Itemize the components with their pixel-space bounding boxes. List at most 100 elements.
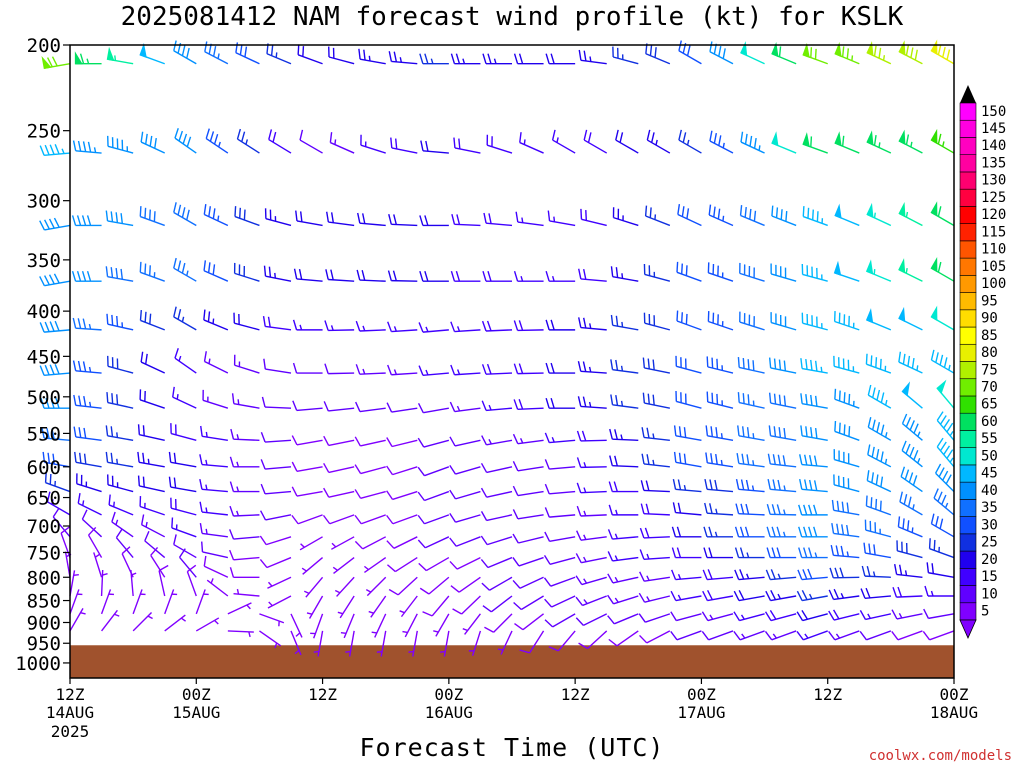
- wind-barb-feather: [106, 392, 109, 403]
- wind-barb: [486, 134, 513, 154]
- wind-barb-half-feather: [331, 542, 337, 548]
- wind-barb: [206, 578, 229, 597]
- wind-barb-staff: [138, 461, 165, 468]
- wind-barb-feather: [451, 214, 456, 225]
- wind-barb-feather: [941, 494, 947, 505]
- wind-barb-staff: [644, 402, 670, 409]
- ground-surface: [70, 645, 954, 678]
- wind-barb-staff: [100, 569, 104, 597]
- wind-barb-feather: [805, 358, 808, 370]
- wind-barb-feather: [873, 135, 877, 146]
- wind-barb-feather: [846, 48, 850, 59]
- wind-barb: [576, 430, 607, 442]
- wind-barb: [449, 513, 481, 523]
- wind-barb-staff: [708, 214, 734, 227]
- wind-barb-flag: [833, 260, 842, 276]
- wind-barb-half-feather: [620, 434, 623, 440]
- wind-barb-feather: [745, 479, 750, 491]
- wind-barb-feather: [811, 209, 814, 221]
- wind-barb-feather: [518, 398, 524, 410]
- wind-barb-staff: [360, 439, 386, 447]
- wind-barb-feather: [945, 474, 952, 485]
- wind-barb: [936, 379, 955, 409]
- wind-barb-staff: [866, 479, 892, 493]
- wind-barb-feather: [836, 500, 840, 512]
- wind-barb-feather: [706, 356, 709, 367]
- wind-barb: [345, 630, 355, 657]
- wind-barb-half-feather: [583, 487, 587, 493]
- wind-barb-feather: [894, 564, 898, 575]
- wind-barb: [313, 630, 324, 657]
- wind-barb-half-feather: [236, 486, 240, 492]
- wind-barb-half-feather: [213, 619, 219, 625]
- wind-barb: [354, 464, 386, 475]
- wind-barb-feather: [52, 453, 55, 465]
- wind-barb: [140, 131, 166, 154]
- wind-barb: [259, 535, 292, 546]
- wind-barb-feather: [641, 453, 645, 465]
- colorbar-label: 10: [981, 586, 998, 602]
- wind-barb-feather: [670, 631, 678, 641]
- wind-barb-feather: [48, 218, 55, 229]
- wind-barb-half-feather: [722, 215, 725, 222]
- wind-barb-staff: [108, 504, 134, 516]
- wind-barb-feather: [841, 46, 845, 57]
- wind-barb: [363, 556, 387, 574]
- wind-barb-staff: [234, 322, 260, 331]
- wind-barb-half-feather: [884, 458, 888, 465]
- wind-barb-feather: [943, 357, 948, 368]
- wind-barb-feather: [545, 270, 550, 282]
- colorbar-swatch: [959, 292, 977, 311]
- wind-barb-feather: [879, 500, 882, 512]
- wind-barb-feather: [512, 509, 519, 520]
- wind-barb: [101, 609, 120, 632]
- wind-barb-flag: [901, 381, 911, 397]
- wind-barb-feather: [455, 53, 461, 64]
- wind-barb-staff: [264, 406, 292, 409]
- wind-barb-feather: [802, 569, 808, 580]
- wind-barb-feather: [205, 128, 210, 139]
- wind-barb-staff: [424, 514, 450, 525]
- colorbar-swatch: [959, 378, 977, 397]
- wind-barb: [859, 630, 892, 641]
- wind-barb-feather: [72, 317, 77, 329]
- wind-barb-feather: [747, 394, 750, 405]
- wind-barb: [834, 41, 860, 65]
- wind-barb: [39, 273, 71, 287]
- wind-barb-feather: [449, 464, 457, 475]
- wind-barb-staff: [675, 488, 702, 493]
- wind-barb: [833, 449, 860, 468]
- wind-barb-feather: [40, 397, 45, 409]
- wind-barb-feather: [843, 392, 846, 403]
- wind-barb-feather: [144, 133, 148, 145]
- wind-barb: [199, 501, 228, 516]
- wind-barb-staff: [644, 273, 671, 282]
- wind-barb-staff: [233, 438, 260, 442]
- wind-barb: [640, 480, 670, 493]
- wind-barb-staff: [140, 271, 165, 282]
- wind-barb: [798, 547, 828, 559]
- wind-barb: [512, 576, 544, 589]
- y-tick-label: 400: [27, 301, 61, 323]
- wind-barb-feather: [390, 137, 393, 149]
- wind-barb-feather: [518, 363, 524, 374]
- wind-barb: [801, 264, 828, 282]
- wind-barb-feather: [614, 455, 618, 467]
- wind-barb: [672, 478, 702, 493]
- wind-barb-feather: [54, 144, 60, 155]
- wind-barb-feather: [843, 424, 846, 435]
- wind-barb: [641, 453, 670, 468]
- wind-barb-staff: [522, 613, 544, 631]
- wind-barb-feather: [486, 320, 492, 332]
- wind-barb: [480, 556, 513, 569]
- wind-barb-staff: [265, 514, 292, 521]
- wind-barb-feather: [41, 427, 45, 439]
- wind-barb-staff: [517, 407, 544, 410]
- wind-barb: [610, 394, 639, 409]
- wind-barb-half-feather: [820, 366, 823, 373]
- wind-barb: [513, 270, 544, 282]
- wind-barb: [544, 507, 576, 518]
- wind-barb-half-feather: [646, 596, 651, 602]
- wind-barb-feather: [803, 547, 808, 558]
- wind-barb: [834, 420, 860, 441]
